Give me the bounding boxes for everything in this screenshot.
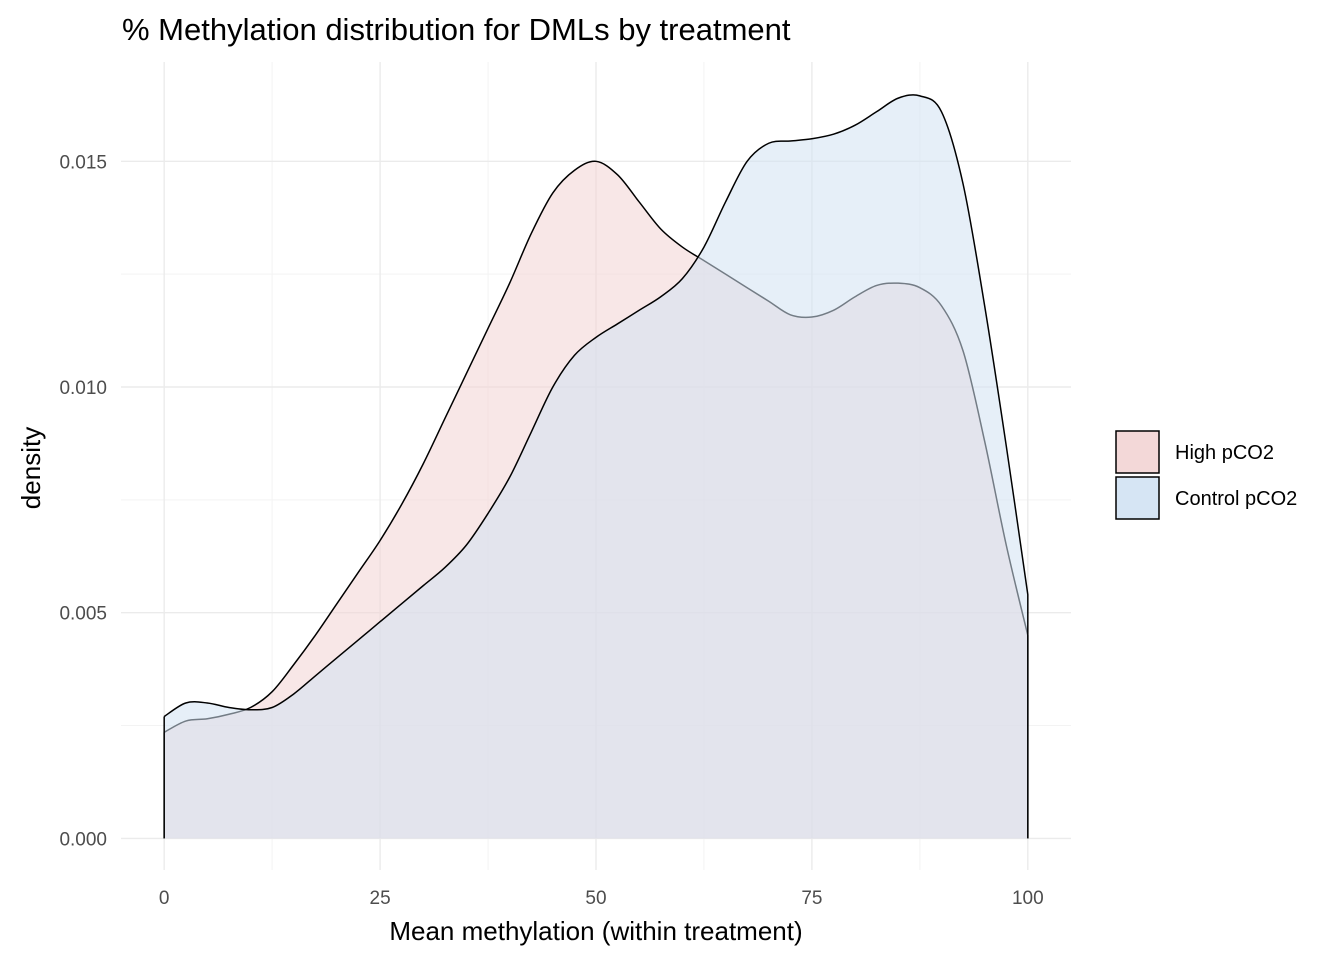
chart-title: % Methylation distribution for DMLs by t… bbox=[122, 12, 791, 47]
y-tick-label: 0.005 bbox=[59, 604, 107, 625]
density-area-control-pco2 bbox=[164, 94, 1028, 839]
y-axis-title: density bbox=[16, 427, 46, 509]
legend-swatch-control-pco2 bbox=[1115, 476, 1160, 520]
x-tick-label: 100 bbox=[1012, 888, 1044, 909]
y-tick-label: 0.015 bbox=[59, 152, 107, 173]
x-tick-label: 25 bbox=[370, 888, 391, 909]
legend: High pCO2 Control pCO2 bbox=[1115, 430, 1297, 520]
y-axis-ticks: 0.000 0.005 0.010 0.015 bbox=[59, 152, 107, 850]
x-axis-title: Mean methylation (within treatment) bbox=[389, 916, 802, 946]
x-tick-label: 75 bbox=[801, 888, 822, 909]
x-axis-ticks: 0 25 50 75 100 bbox=[159, 888, 1044, 909]
y-tick-label: 0.000 bbox=[59, 829, 107, 850]
y-tick-label: 0.010 bbox=[59, 378, 107, 399]
density-outline-control-pco2 bbox=[163, 94, 1029, 839]
density-areas bbox=[163, 94, 1029, 839]
legend-label-high-pco2: High pCO2 bbox=[1175, 442, 1274, 464]
x-tick-label: 50 bbox=[585, 888, 606, 909]
legend-label-control-pco2: Control pCO2 bbox=[1175, 488, 1297, 510]
legend-swatch-high-pco2 bbox=[1115, 430, 1160, 474]
x-tick-label: 0 bbox=[159, 888, 170, 909]
